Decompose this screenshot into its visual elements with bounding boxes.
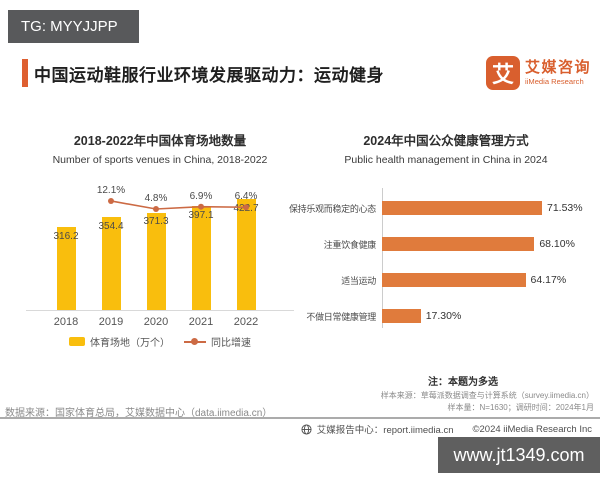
growth-dot: [243, 204, 249, 211]
x-tick-label: 2018: [53, 316, 79, 328]
venue-bar-value-label: 371.3: [143, 216, 169, 228]
growth-line: [110, 200, 247, 210]
growth-rate-label: 6.9%: [189, 190, 213, 202]
growth-rate-label: 6.4%: [234, 191, 258, 203]
watermark-text: www.jt1349.com: [453, 444, 585, 465]
growth-rate-label: 12.1%: [96, 184, 126, 196]
logo-name-cn: 艾媒咨询: [525, 59, 592, 77]
sample-note-block: 样本来源：草莓派数据调查与计算系统（survey.iimedia.cn） 样本量…: [381, 390, 594, 415]
health-row: 适当运动 64.17%: [288, 262, 592, 298]
telegram-tag: TG: MYYJJPP: [8, 10, 139, 43]
health-rows: 保持乐观而稳定的心态 71.53% 注重饮食健康 68.10% 适当运动 64.17% 不做…: [288, 190, 592, 334]
growth-rate-label: 4.8%: [144, 193, 168, 204]
data-source-text: 数据来源：国家体育总局，艾媒数据中心（data.iimedia.cn）: [5, 408, 273, 419]
legend-item-venues: 体育场地（万个）: [69, 334, 170, 349]
line-legend-dot-icon: [191, 338, 198, 345]
health-value-label: 68.10%: [539, 238, 575, 250]
venue-bar-2022: [236, 199, 256, 310]
health-category-label: 不做日常健康管理: [306, 311, 376, 322]
venues-chart-subtitle: Number of sports venues in China, 2018-2…: [52, 154, 268, 166]
footer-divider: [0, 417, 600, 419]
health-row: 保持乐观而稳定的心态 71.53%: [288, 190, 592, 226]
multi-select-note: 注：本题为多选: [428, 377, 498, 388]
health-category-label: 保持乐观而稳定的心态: [288, 203, 376, 214]
x-tick-label: 2019: [98, 316, 124, 328]
health-bar: [382, 237, 535, 251]
health-category-label: 适当运动: [341, 275, 376, 286]
venues-chart-title: 2018-2022年中国体育场地数量: [73, 134, 247, 148]
venue-bar-2018: [56, 226, 76, 310]
x-tick-label: 2022: [233, 316, 259, 328]
x-tick-label: 2021: [188, 316, 214, 328]
growth-dot: [153, 206, 159, 212]
health-category-label: 注重饮食健康: [323, 239, 377, 250]
health-bar: [382, 273, 526, 287]
growth-dot: [198, 203, 204, 210]
health-bar: [382, 201, 542, 215]
logo-name-en: iiMedia Research: [525, 76, 584, 86]
venue-bar-2019: [101, 216, 121, 310]
venues-plot: 316.2354.4371.3397.1422.712.1%4.8%6.9%6.…: [26, 185, 294, 311]
iimedia-logo-icon: 艾: [486, 56, 520, 90]
telegram-tag-text: TG: MYYJJPP: [21, 18, 118, 35]
health-row: 不做日常健康管理 17.30%: [288, 298, 592, 334]
legend-label-growth: 同比增速: [211, 338, 251, 349]
venue-bar-value-label: 316.2: [53, 230, 79, 242]
health-bar: [382, 309, 421, 323]
footer-bar: 艾媒报告中心：report.iimedia.cn ©2024 iiMedia R…: [301, 422, 592, 436]
line-legend-marker-icon: [184, 338, 206, 345]
venue-bar-2020: [146, 212, 166, 310]
legend-item-growth: 同比增速: [184, 334, 251, 349]
growth-dot: [108, 197, 114, 204]
health-value-label: 17.30%: [425, 310, 462, 322]
copyright-text: ©2024 iiMedia Research Inc: [472, 423, 592, 435]
x-tick-label: 2020: [143, 316, 169, 328]
health-value-label: 64.17%: [530, 274, 567, 286]
health-row: 注重饮食健康 68.10%: [288, 226, 592, 262]
report-center-text: 艾媒报告中心：report.iimedia.cn: [316, 425, 454, 436]
legend-label-venues: 体育场地（万个）: [90, 338, 170, 349]
title-accent-bar: [22, 59, 28, 87]
health-y-axis-line: [382, 188, 384, 328]
venues-x-axis: 2018 2019 2020 2021 2022: [26, 316, 294, 330]
health-value-label: 71.53%: [547, 202, 583, 214]
venue-bar-2021: [191, 205, 211, 310]
venues-chart: 2018-2022年中国体育场地数量 Number of sports venu…: [26, 130, 294, 362]
logo-text: 艾媒咨询 iiMedia Research: [525, 60, 591, 86]
health-chart: 2024年中国公众健康管理方式 Public health management…: [289, 130, 592, 390]
sample-info-text: 样本量：N=1630；调研时间：2024年1月: [447, 403, 595, 413]
health-chart-title: 2024年中国公众健康管理方式: [363, 134, 529, 148]
venues-legend: 体育场地（万个） 同比增速: [26, 334, 294, 349]
bar-legend-swatch-icon: [69, 337, 85, 346]
venue-bar-value-label: 397.1: [188, 209, 214, 221]
health-chart-subtitle: Public health management in China in 202…: [344, 154, 548, 166]
growth-line-svg: [108, 197, 249, 212]
sample-source-text: 样本来源：草莓派数据调查与计算系统（survey.iimedia.cn）: [380, 391, 594, 400]
page-title: 中国运动鞋服行业环境发展驱动力：运动健身: [34, 66, 384, 85]
iimedia-logo: 艾 艾媒咨询 iiMedia Research: [486, 56, 591, 90]
watermark-box: www.jt1349.com: [438, 437, 600, 473]
venue-bar-value-label: 354.4: [98, 220, 124, 232]
globe-icon: [301, 423, 312, 435]
